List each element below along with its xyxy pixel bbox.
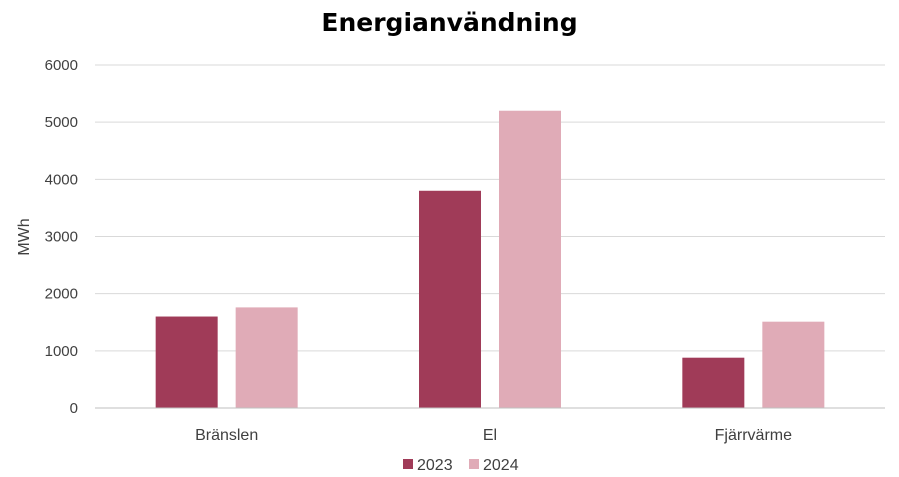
y-tick-label: 4000 — [45, 171, 78, 188]
bar-2023-1 — [419, 190, 481, 408]
x-category-label: El — [483, 427, 497, 444]
bar-2024-2 — [762, 321, 825, 408]
x-axis-categories: Bränslen El Fjärrvärme — [195, 427, 792, 444]
x-category-label: Bränslen — [195, 427, 258, 444]
legend-swatch-2023 — [403, 459, 413, 469]
legend-label: 2024 — [483, 457, 519, 474]
y-tick-label: 0 — [70, 400, 78, 417]
x-category-label: Fjärrvärme — [715, 427, 792, 444]
bar-2024-1 — [499, 110, 561, 408]
bar-2023-0 — [155, 316, 218, 408]
legend: 2023 2024 — [403, 457, 519, 474]
bars — [155, 110, 825, 408]
bar-2023-2 — [682, 357, 745, 408]
chart-title: Energianvändning — [321, 8, 578, 37]
y-tick-label: 1000 — [45, 343, 78, 360]
y-tick-label: 5000 — [45, 114, 78, 131]
legend-swatch-2024 — [469, 459, 479, 469]
y-axis-label: MWh — [16, 218, 33, 255]
y-tick-label: 2000 — [45, 286, 78, 303]
legend-label: 2023 — [417, 457, 453, 474]
y-tick-label: 3000 — [45, 229, 78, 246]
y-axis-ticks: 0 1000 2000 3000 4000 5000 6000 — [45, 57, 78, 417]
gridlines — [95, 64, 885, 352]
bar-2024-0 — [235, 307, 298, 408]
y-tick-label: 6000 — [45, 57, 78, 74]
